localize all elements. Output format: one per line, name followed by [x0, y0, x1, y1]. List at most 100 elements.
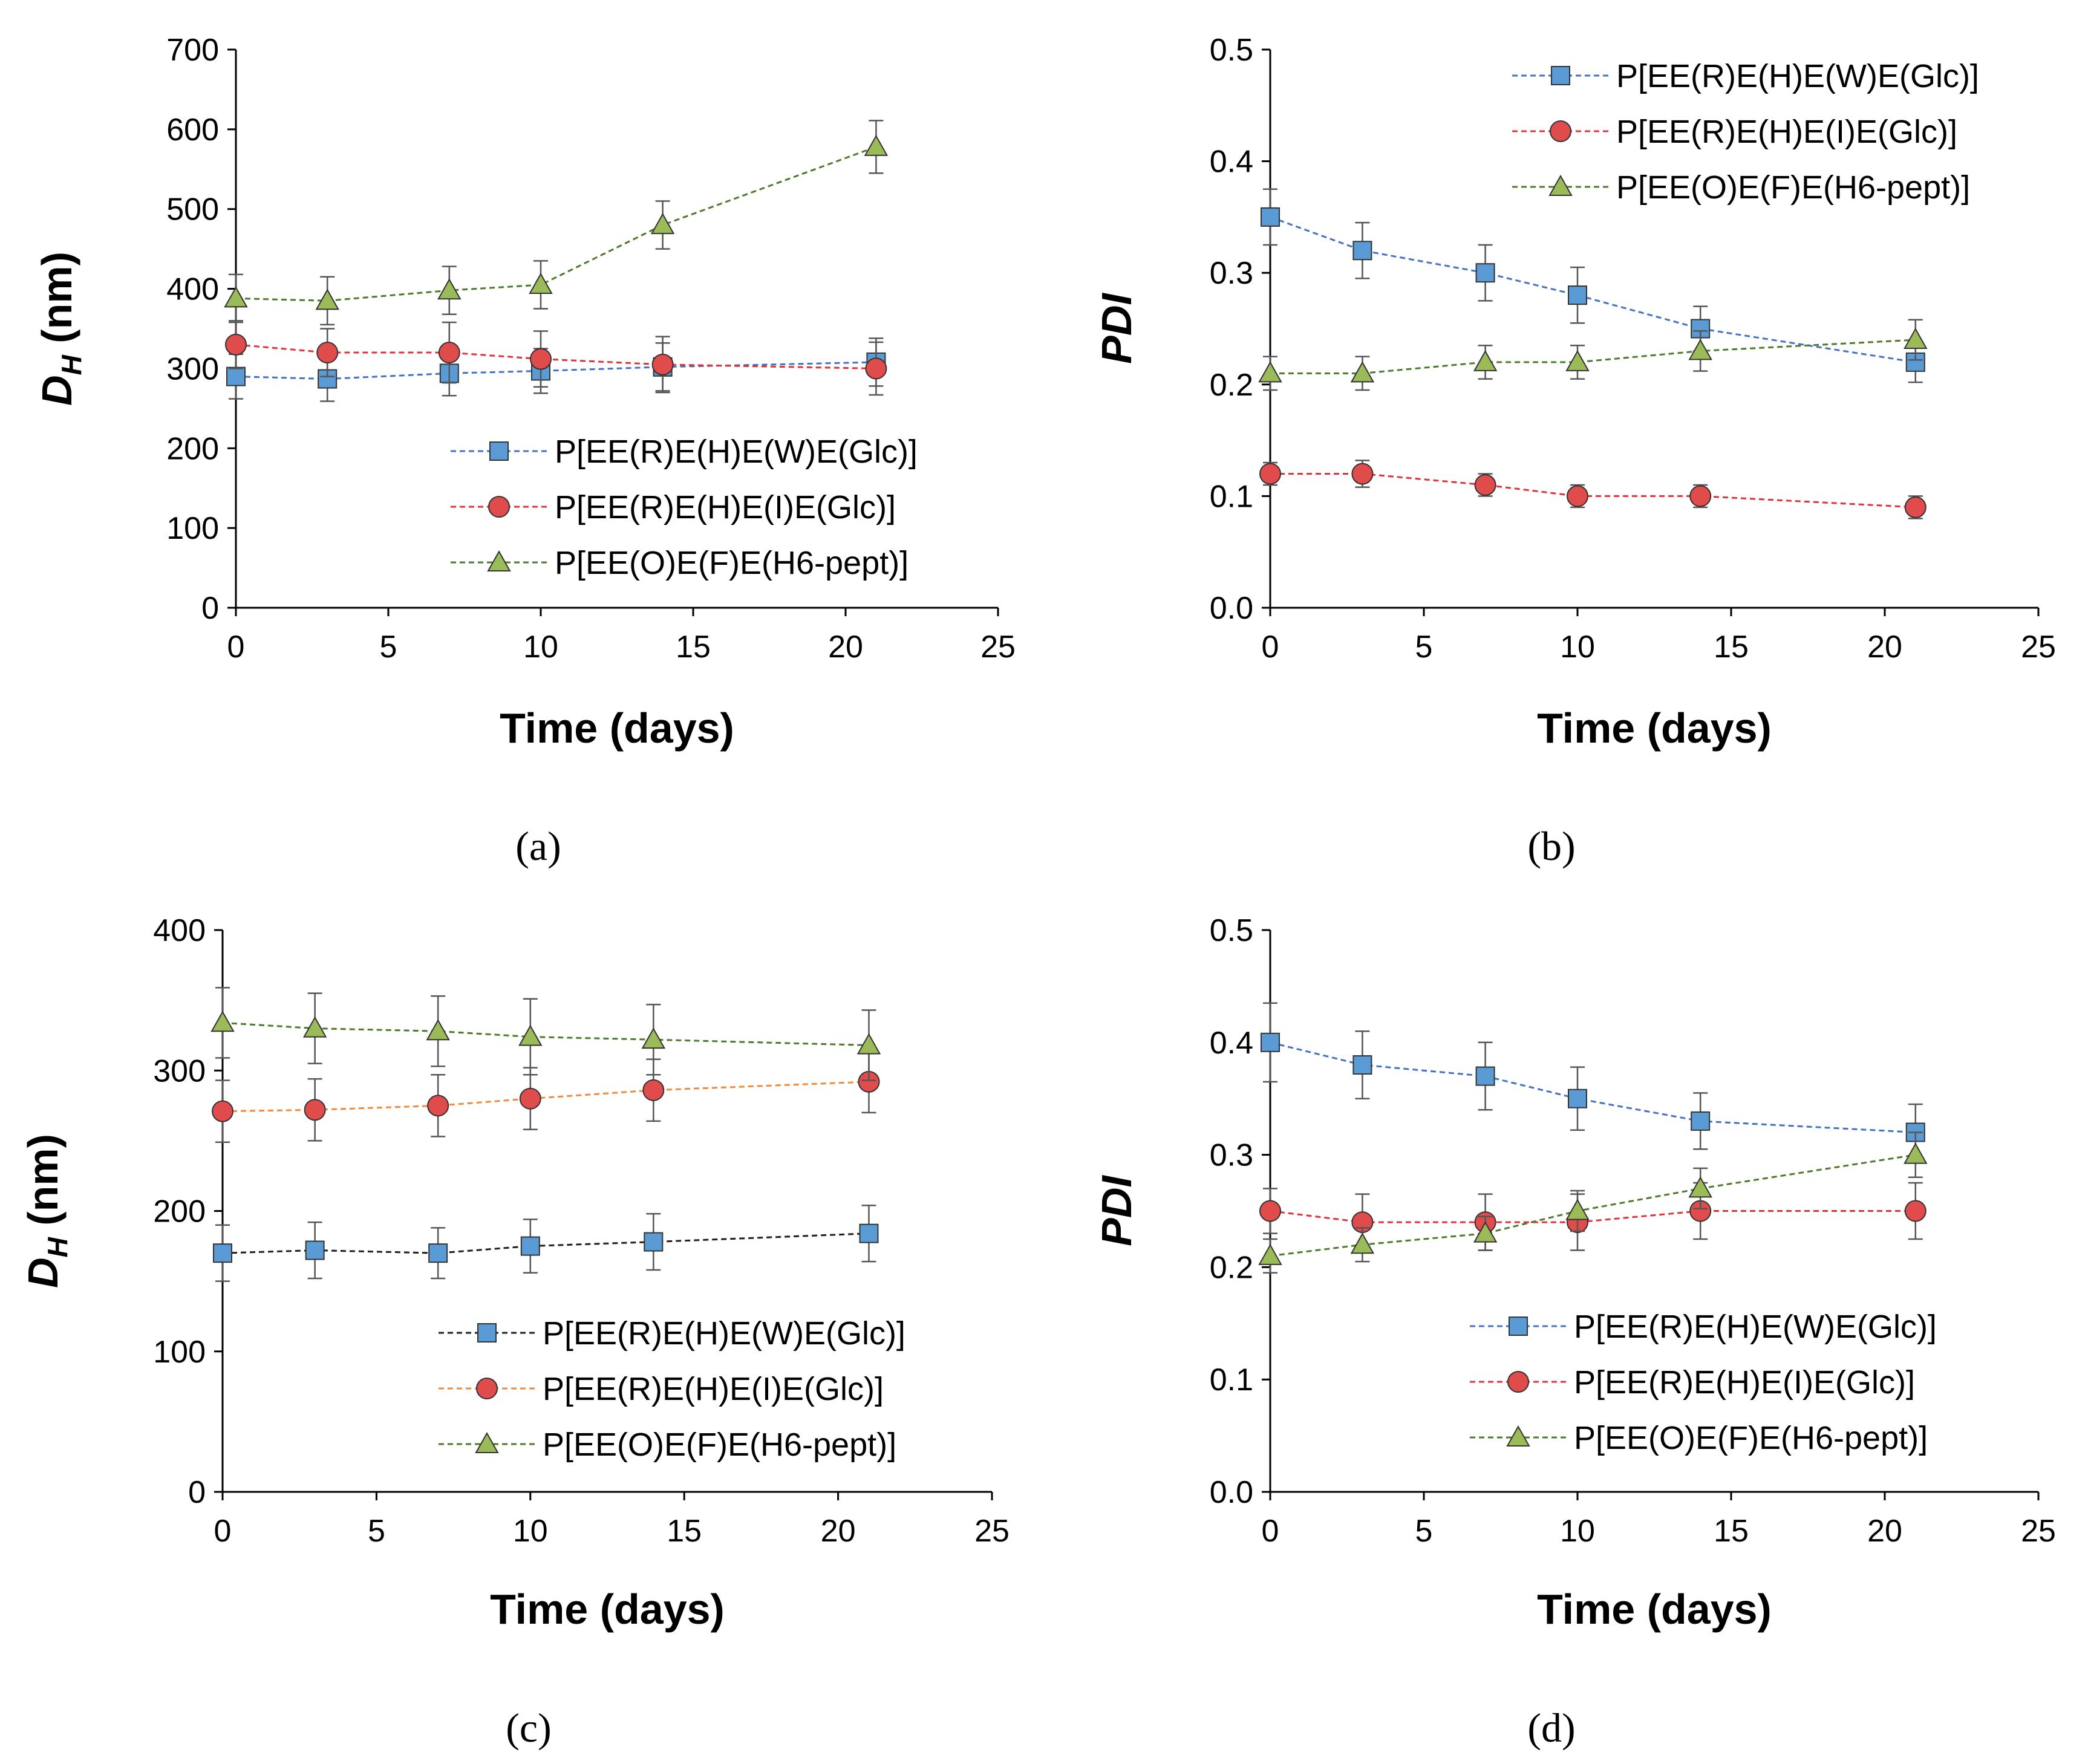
x-tick-label: 15 [676, 630, 711, 665]
y-tick-label: 300 [166, 351, 219, 386]
x-tick-label: 25 [2021, 630, 2056, 665]
y-axis-title-unit: (nm) [33, 252, 80, 355]
series-square [1261, 188, 1925, 383]
series-triangle [1258, 319, 1928, 391]
x-tick-label: 10 [1560, 1514, 1595, 1549]
x-tick-label: 25 [980, 630, 1016, 665]
legend-marker [1506, 1425, 1530, 1447]
x-tick-label: 15 [1714, 1514, 1749, 1549]
chart-panel-b: 0.0 0.1 0.2 0.3 0.4 0.5 0 5 10 15 20 25 Time (days) P… [1093, 33, 2056, 869]
data-point [1261, 1032, 1280, 1052]
legend-marker [1548, 174, 1573, 196]
data-point [1904, 327, 1928, 349]
data-point [864, 134, 889, 156]
legend-label: P[EE(O)E(F)E(H6-pept)] [1574, 1420, 1928, 1456]
legend-marker [1550, 120, 1571, 142]
data-point [1565, 1199, 1590, 1220]
y-tick-label: 700 [166, 33, 219, 68]
y-axis-title-unit: (nm) [19, 1134, 67, 1237]
data-point [1475, 1066, 1495, 1086]
x-tick-label: 20 [1867, 630, 1902, 665]
panel-label: (a) [515, 823, 561, 869]
data-point [1568, 1089, 1587, 1108]
legend-marker [476, 1378, 498, 1399]
panel-label: (c) [506, 1705, 551, 1751]
data-point [304, 1099, 326, 1121]
data-point [1473, 1221, 1498, 1243]
data-point [1258, 361, 1282, 383]
y-axis-title: PDI [1093, 1175, 1140, 1246]
y-axis-title-main: D [33, 375, 80, 406]
panel-label-text: (a) [515, 823, 561, 869]
data-point [1259, 463, 1281, 485]
y-axis-title-main: D [19, 1257, 67, 1288]
y-tick-label: 0.0 [1210, 591, 1253, 626]
data-point [1474, 474, 1496, 496]
y-tick-label: 0.1 [1210, 1362, 1253, 1398]
series-line [1270, 1210, 1916, 1223]
legend-marker [488, 496, 510, 518]
x-tick-label: 0 [227, 630, 245, 665]
legend-label: P[EE(R)E(H)E(W)E(Glc)] [555, 434, 918, 470]
x-tick-label: 5 [368, 1514, 385, 1549]
data-point [1350, 1232, 1375, 1254]
legend-label: P[EE(R)E(H)E(I)E(Glc)] [543, 1371, 884, 1407]
legend-label: P[EE(R)E(H)E(I)E(Glc)] [1574, 1364, 1915, 1401]
data-point [212, 1100, 233, 1122]
panel-label-text: (b) [1527, 823, 1575, 869]
data-point [1568, 285, 1587, 305]
legend-marker [1551, 66, 1570, 85]
series-line [1270, 216, 1916, 363]
legend-marker [489, 441, 509, 461]
legend: P[EE(R)E(H)E(W)E(Glc)] P[EE(R)E(H)E(I)E(G… [1512, 58, 1979, 206]
panel-label-text: (c) [506, 1705, 551, 1751]
y-tick-label: 0.5 [1210, 33, 1253, 68]
legend-label: P[EE(R)E(H)E(W)E(Glc)] [1574, 1309, 1937, 1345]
data-point [224, 286, 248, 308]
legend: P[EE(R)E(H)E(W)E(Glc)] P[EE(R)E(H)E(I)E(G… [439, 1315, 905, 1463]
legend-label: P[EE(O)E(F)E(H6-pept)] [543, 1427, 896, 1463]
y-axis-title: PDI [1093, 293, 1140, 364]
series-square [213, 1204, 879, 1282]
legend-marker [1509, 1316, 1528, 1336]
x-tick-label: 20 [1867, 1514, 1902, 1549]
x-tick-label: 5 [380, 630, 397, 665]
data-point [644, 1232, 664, 1252]
data-point [1351, 463, 1374, 485]
data-point [1352, 1055, 1372, 1075]
series-line [1270, 339, 1916, 374]
series-circle [225, 320, 887, 396]
legend-label: P[EE(R)E(H)E(W)E(Glc)] [543, 1315, 905, 1352]
data-point [529, 272, 553, 294]
data-point [859, 1223, 879, 1243]
x-tick-label: 25 [974, 1514, 1010, 1549]
panel-label: (d) [1527, 1705, 1575, 1751]
series-line [222, 1232, 869, 1254]
y-tick-label: 300 [153, 1053, 206, 1089]
x-axis-title: Time (days) [490, 1586, 725, 1633]
data-point [1261, 207, 1280, 227]
x-axis-title: Time (days) [1537, 1586, 1772, 1633]
x-tick-label: 15 [667, 1514, 702, 1549]
data-point [518, 1024, 543, 1046]
series-line [222, 1021, 869, 1046]
data-point [642, 1079, 665, 1101]
legend-marker [475, 1431, 499, 1453]
data-point [438, 342, 460, 364]
x-tick-label: 20 [828, 630, 863, 665]
data-point [210, 1011, 235, 1032]
y-axis-title-subscript: H [56, 354, 87, 375]
y-tick-label: 200 [153, 1194, 206, 1229]
panel-label: (b) [1527, 823, 1575, 869]
data-point [315, 288, 339, 310]
y-tick-label: 400 [153, 913, 206, 948]
y-tick-label: 600 [166, 112, 219, 148]
data-point [316, 342, 339, 364]
x-tick-label: 15 [1714, 630, 1749, 665]
data-point [1473, 350, 1498, 371]
data-point [641, 1027, 666, 1049]
data-point [520, 1236, 540, 1256]
legend-marker [477, 1323, 497, 1343]
data-point [1689, 485, 1712, 507]
